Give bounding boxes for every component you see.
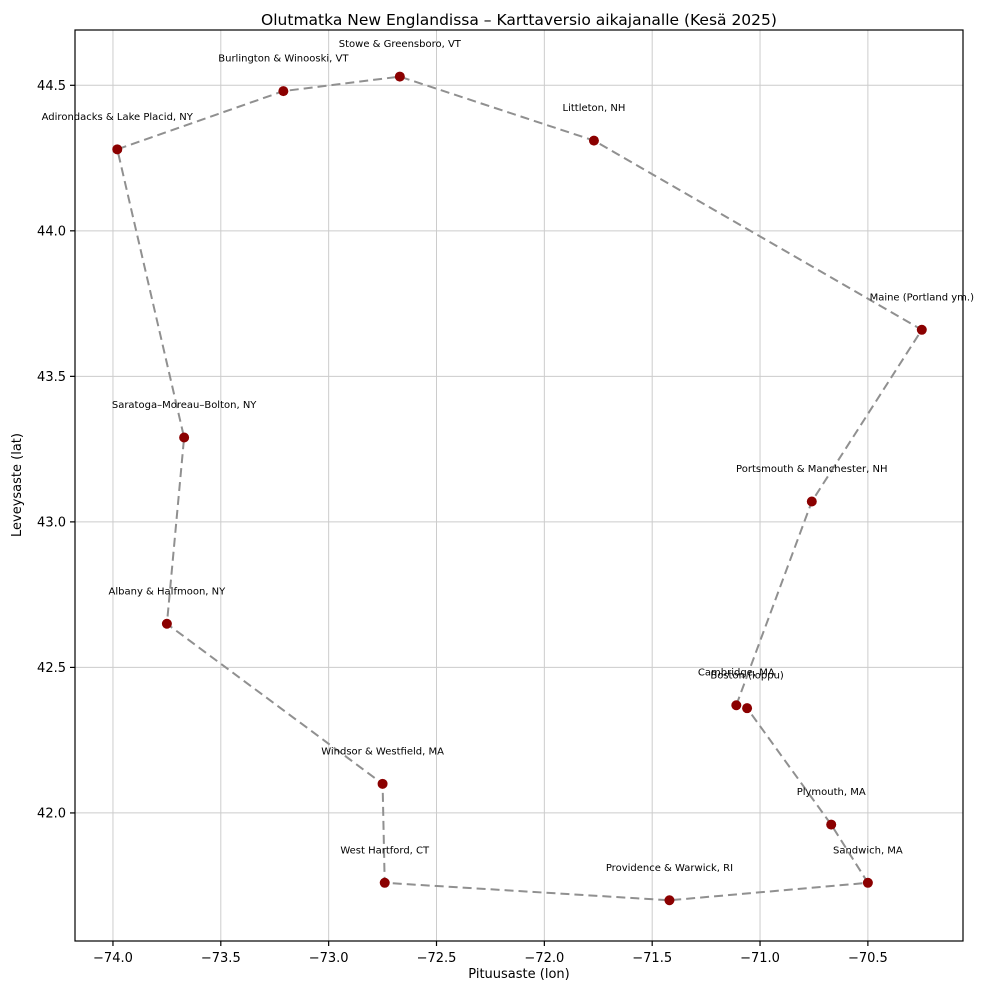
point-label: Albany & Halfmoon, NY bbox=[109, 586, 227, 597]
x-tick-label: −73.0 bbox=[309, 951, 349, 966]
data-point bbox=[826, 819, 837, 830]
data-point bbox=[161, 618, 172, 629]
data-point bbox=[379, 877, 390, 888]
ticks-layer: −74.0 −73.5 −73.0 −72.5 −72.0 −71.5 −71.0 −70.5… bbox=[37, 79, 888, 966]
x-tick-label: −71.0 bbox=[740, 951, 780, 966]
data-point bbox=[916, 324, 927, 335]
point-label: Maine (Portland ym.) bbox=[870, 292, 975, 303]
point-label: Burlington & Winooski, VT bbox=[218, 54, 349, 65]
point-label: Cambridge, MA bbox=[698, 668, 775, 679]
labels-layer: Cambridge, MA Portsmouth & Manchester, NH… bbox=[42, 39, 974, 874]
points-layer bbox=[112, 71, 927, 906]
point-label: West Hartford, CT bbox=[340, 845, 430, 856]
point-label: Boston (loppu) bbox=[710, 671, 784, 682]
data-point bbox=[742, 703, 753, 714]
x-tick-label: −74.0 bbox=[93, 951, 133, 966]
y-tick-label: 43.0 bbox=[37, 515, 66, 530]
data-point bbox=[806, 496, 817, 507]
data-point bbox=[588, 135, 599, 146]
point-label: Providence & Warwick, RI bbox=[606, 863, 733, 874]
data-point bbox=[377, 778, 388, 789]
x-tick-label: −71.5 bbox=[632, 951, 672, 966]
point-label: Saratoga–Moreau–Bolton, NY bbox=[112, 400, 257, 411]
point-label: Sandwich, MA bbox=[833, 845, 903, 856]
point-label: Adirondacks & Lake Placid, NY bbox=[42, 112, 194, 123]
route-layer bbox=[116, 75, 924, 902]
data-point bbox=[862, 877, 873, 888]
y-tick-label: 44.0 bbox=[37, 224, 66, 239]
data-point bbox=[278, 86, 289, 97]
data-point bbox=[179, 432, 190, 443]
data-point bbox=[394, 71, 405, 82]
point-label: Littleton, NH bbox=[563, 103, 626, 114]
data-point bbox=[664, 895, 675, 906]
chart-title: Olutmatka New Englandissa – Karttaversio… bbox=[261, 11, 777, 29]
y-tick-label: 42.0 bbox=[37, 806, 66, 821]
plot-frame bbox=[74, 29, 964, 942]
x-tick-label: −73.5 bbox=[201, 951, 241, 966]
x-tick-label: −70.5 bbox=[848, 951, 888, 966]
data-point bbox=[112, 144, 123, 155]
y-tick-label: 44.5 bbox=[37, 79, 66, 94]
grid-layer bbox=[75, 30, 963, 941]
journey-route-line bbox=[116, 75, 924, 902]
x-tick-label: −72.0 bbox=[524, 951, 564, 966]
point-label: Portsmouth & Manchester, NH bbox=[736, 464, 887, 475]
y-tick-label: 42.5 bbox=[37, 661, 66, 676]
y-tick-label: 43.5 bbox=[37, 370, 66, 385]
point-label: Stowe & Greensboro, VT bbox=[339, 39, 462, 50]
x-axis-label: Pituusaste (lon) bbox=[468, 967, 569, 982]
x-tick-label: −72.5 bbox=[417, 951, 457, 966]
y-axis-label: Leveysaste (lat) bbox=[10, 433, 25, 537]
point-label: Plymouth, MA bbox=[797, 787, 866, 798]
point-label: Windsor & Westfield, MA bbox=[321, 746, 444, 757]
data-point bbox=[731, 700, 742, 711]
